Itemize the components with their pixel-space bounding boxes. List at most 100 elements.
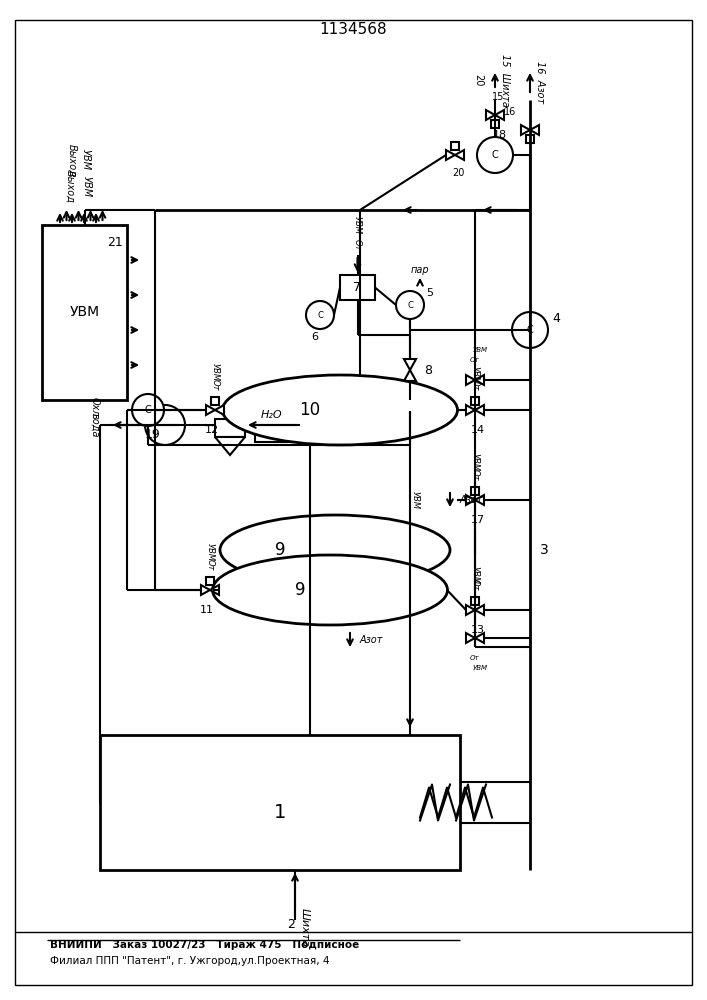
Text: 15  Шихта: 15 Шихта — [500, 54, 510, 106]
Polygon shape — [475, 375, 484, 385]
Text: УВМ: УВМ — [206, 543, 214, 561]
Circle shape — [512, 312, 548, 348]
Text: 10: 10 — [300, 401, 320, 419]
Text: 18: 18 — [493, 130, 507, 140]
Text: Выход: Выход — [66, 170, 76, 204]
Polygon shape — [404, 370, 416, 381]
Circle shape — [306, 301, 334, 329]
Text: УВМ: УВМ — [470, 453, 479, 471]
Bar — [100, 735, 460, 870]
Bar — [471, 487, 479, 495]
Text: 20: 20 — [452, 168, 464, 178]
Text: 4: 4 — [552, 312, 560, 324]
Text: УВМ: УВМ — [69, 306, 100, 320]
Text: 1134568: 1134568 — [319, 22, 387, 37]
Text: пар: пар — [411, 265, 429, 275]
Text: УВМ: УВМ — [81, 176, 91, 198]
Text: Выход: Выход — [67, 143, 77, 176]
Polygon shape — [215, 437, 245, 455]
Text: 7: 7 — [354, 281, 361, 294]
Text: 3: 3 — [540, 543, 549, 557]
Text: 15: 15 — [492, 92, 504, 102]
Text: 9: 9 — [275, 541, 285, 559]
Text: Азот: Азот — [460, 495, 484, 505]
Polygon shape — [486, 110, 495, 120]
Text: 16: 16 — [504, 107, 516, 117]
Bar — [340, 275, 375, 300]
Text: Oт: Oт — [470, 469, 479, 481]
Polygon shape — [446, 150, 455, 160]
Text: Oт: Oт — [353, 239, 362, 251]
Polygon shape — [475, 495, 484, 505]
Polygon shape — [475, 605, 484, 615]
Text: 8: 8 — [424, 363, 432, 376]
Text: 21: 21 — [107, 236, 123, 249]
Text: H₂O: H₂O — [261, 410, 283, 420]
Text: С: С — [145, 405, 151, 415]
Bar — [42, 225, 127, 400]
Text: 1: 1 — [274, 803, 286, 822]
Text: 5: 5 — [426, 288, 433, 298]
Text: 20: 20 — [473, 74, 483, 86]
Text: Oт: Oт — [470, 379, 479, 391]
Bar — [526, 135, 534, 143]
Text: УВМ: УВМ — [211, 363, 219, 381]
Text: УВМ: УВМ — [472, 347, 488, 353]
Text: Oт: Oт — [470, 357, 480, 363]
Bar — [215, 419, 245, 437]
Polygon shape — [495, 110, 504, 120]
Text: УВМ: УВМ — [472, 665, 488, 671]
Polygon shape — [466, 405, 475, 415]
Bar — [491, 120, 499, 128]
Bar — [206, 577, 214, 585]
Polygon shape — [466, 633, 475, 643]
Ellipse shape — [223, 375, 457, 445]
Text: С: С — [527, 325, 533, 335]
Polygon shape — [215, 405, 224, 415]
Polygon shape — [210, 585, 219, 595]
Bar — [471, 397, 479, 405]
Bar — [211, 397, 219, 405]
Bar — [471, 597, 479, 605]
Text: 16  Азот: 16 Азот — [535, 61, 545, 103]
Circle shape — [145, 405, 185, 445]
Text: вода: вода — [90, 413, 100, 437]
Text: УВМ: УВМ — [353, 216, 362, 234]
Text: УВМ: УВМ — [470, 366, 479, 384]
Text: Шихта: Шихта — [300, 908, 310, 948]
Polygon shape — [530, 125, 539, 135]
Text: 6: 6 — [312, 332, 318, 342]
Text: УВМ: УВМ — [411, 491, 419, 509]
Text: 13: 13 — [471, 625, 485, 635]
Text: 19: 19 — [145, 428, 161, 442]
Text: С: С — [317, 310, 323, 320]
Circle shape — [396, 291, 424, 319]
Polygon shape — [475, 405, 484, 415]
Text: 12: 12 — [205, 425, 219, 435]
Polygon shape — [404, 359, 416, 370]
Text: УВМ: УВМ — [81, 149, 91, 171]
Text: Филиал ППП "Патент", г. Ужгород,ул.Проектная, 4: Филиал ППП "Патент", г. Ужгород,ул.Проек… — [50, 956, 329, 966]
Text: 17: 17 — [471, 515, 485, 525]
Polygon shape — [201, 585, 210, 595]
Bar — [255, 407, 300, 442]
Circle shape — [132, 394, 164, 426]
Polygon shape — [466, 375, 475, 385]
Circle shape — [477, 137, 513, 173]
Text: Охл.: Охл. — [90, 397, 100, 419]
Text: С: С — [407, 300, 413, 310]
Polygon shape — [466, 605, 475, 615]
Polygon shape — [521, 125, 530, 135]
Polygon shape — [475, 633, 484, 643]
Text: 2: 2 — [287, 918, 295, 932]
Bar — [451, 142, 459, 150]
Text: 9: 9 — [295, 581, 305, 599]
Text: Oт: Oт — [206, 559, 214, 571]
Text: УВМ: УВМ — [470, 566, 479, 584]
Ellipse shape — [213, 555, 448, 625]
Polygon shape — [466, 495, 475, 505]
Text: Oт: Oт — [470, 579, 479, 591]
Polygon shape — [455, 150, 464, 160]
Text: С: С — [491, 150, 498, 160]
Text: Oт: Oт — [470, 655, 480, 661]
